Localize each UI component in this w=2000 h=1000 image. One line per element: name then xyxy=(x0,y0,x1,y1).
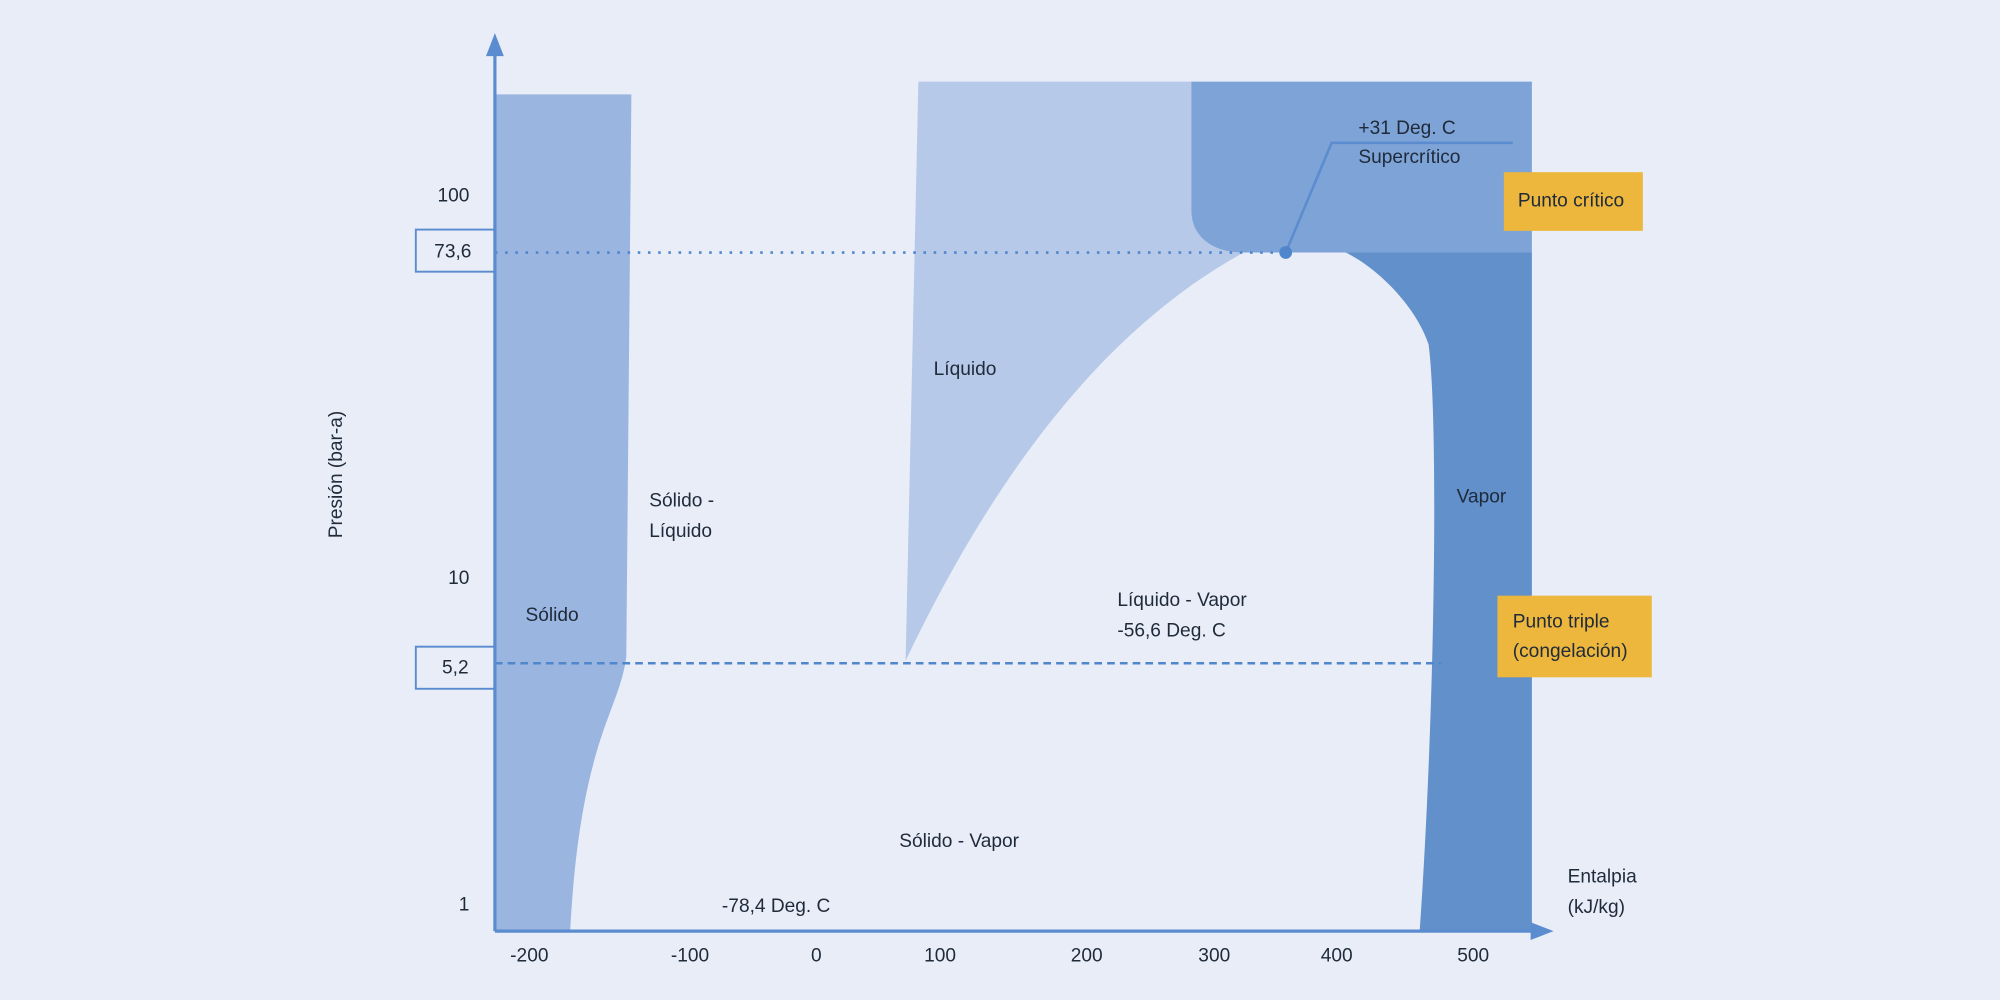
region-label: Sólido - Vapor xyxy=(899,831,1019,852)
region-label: Supercrítico xyxy=(1358,147,1460,168)
critical-point xyxy=(1279,246,1293,259)
region-label: +31 Deg. C xyxy=(1358,118,1455,139)
x-tick-label: -100 xyxy=(671,946,709,967)
y-marked-tick: 5,2 xyxy=(442,657,469,678)
callout-line xyxy=(1284,141,1513,254)
x-arrow xyxy=(1530,922,1554,941)
x-tick-label: 100 xyxy=(924,946,956,967)
y-tick-label: 1 xyxy=(459,895,470,916)
liquid-region xyxy=(905,81,1244,661)
region-label: Vapor xyxy=(1457,486,1507,507)
supercritical-region xyxy=(1191,81,1532,253)
callout-label: Punto crítico xyxy=(1518,191,1624,212)
callout-label: (congelación) xyxy=(1513,641,1628,662)
x-axis-title: (kJ/kg) xyxy=(1568,897,1625,918)
x-tick-label: -200 xyxy=(510,946,548,967)
y-tick-label: 100 xyxy=(437,185,469,206)
x-tick-label: 300 xyxy=(1198,946,1230,967)
y-marked-tick: 73,6 xyxy=(434,242,471,263)
region-label: Líquido - Vapor xyxy=(1117,590,1247,611)
region-label: -78,4 Deg. C xyxy=(722,896,831,917)
solid-region xyxy=(494,94,632,932)
x-tick-label: 500 xyxy=(1457,946,1489,967)
y-axis-title: Presión (bar-a) xyxy=(326,411,347,539)
vapor-region xyxy=(1345,252,1532,932)
region-label: Líquido xyxy=(649,521,712,542)
callout-label: Punto triple xyxy=(1513,611,1610,632)
y-arrow xyxy=(485,33,504,57)
tick-box xyxy=(414,645,496,690)
tick-box xyxy=(414,228,496,273)
x-tick-label: 200 xyxy=(1071,946,1103,967)
region-label: Sólido xyxy=(526,605,579,626)
region-label: -56,6 Deg. C xyxy=(1117,620,1226,641)
region-label: Sólido - xyxy=(649,490,714,511)
x-axis-title: Entalpia xyxy=(1568,867,1637,888)
callout-box xyxy=(1503,172,1643,231)
y-tick-label: 10 xyxy=(448,568,469,589)
x-tick-label: 400 xyxy=(1321,946,1353,967)
x-tick-label: 0 xyxy=(811,946,822,967)
callout-box xyxy=(1497,595,1652,678)
region-label: Líquido xyxy=(934,359,997,380)
